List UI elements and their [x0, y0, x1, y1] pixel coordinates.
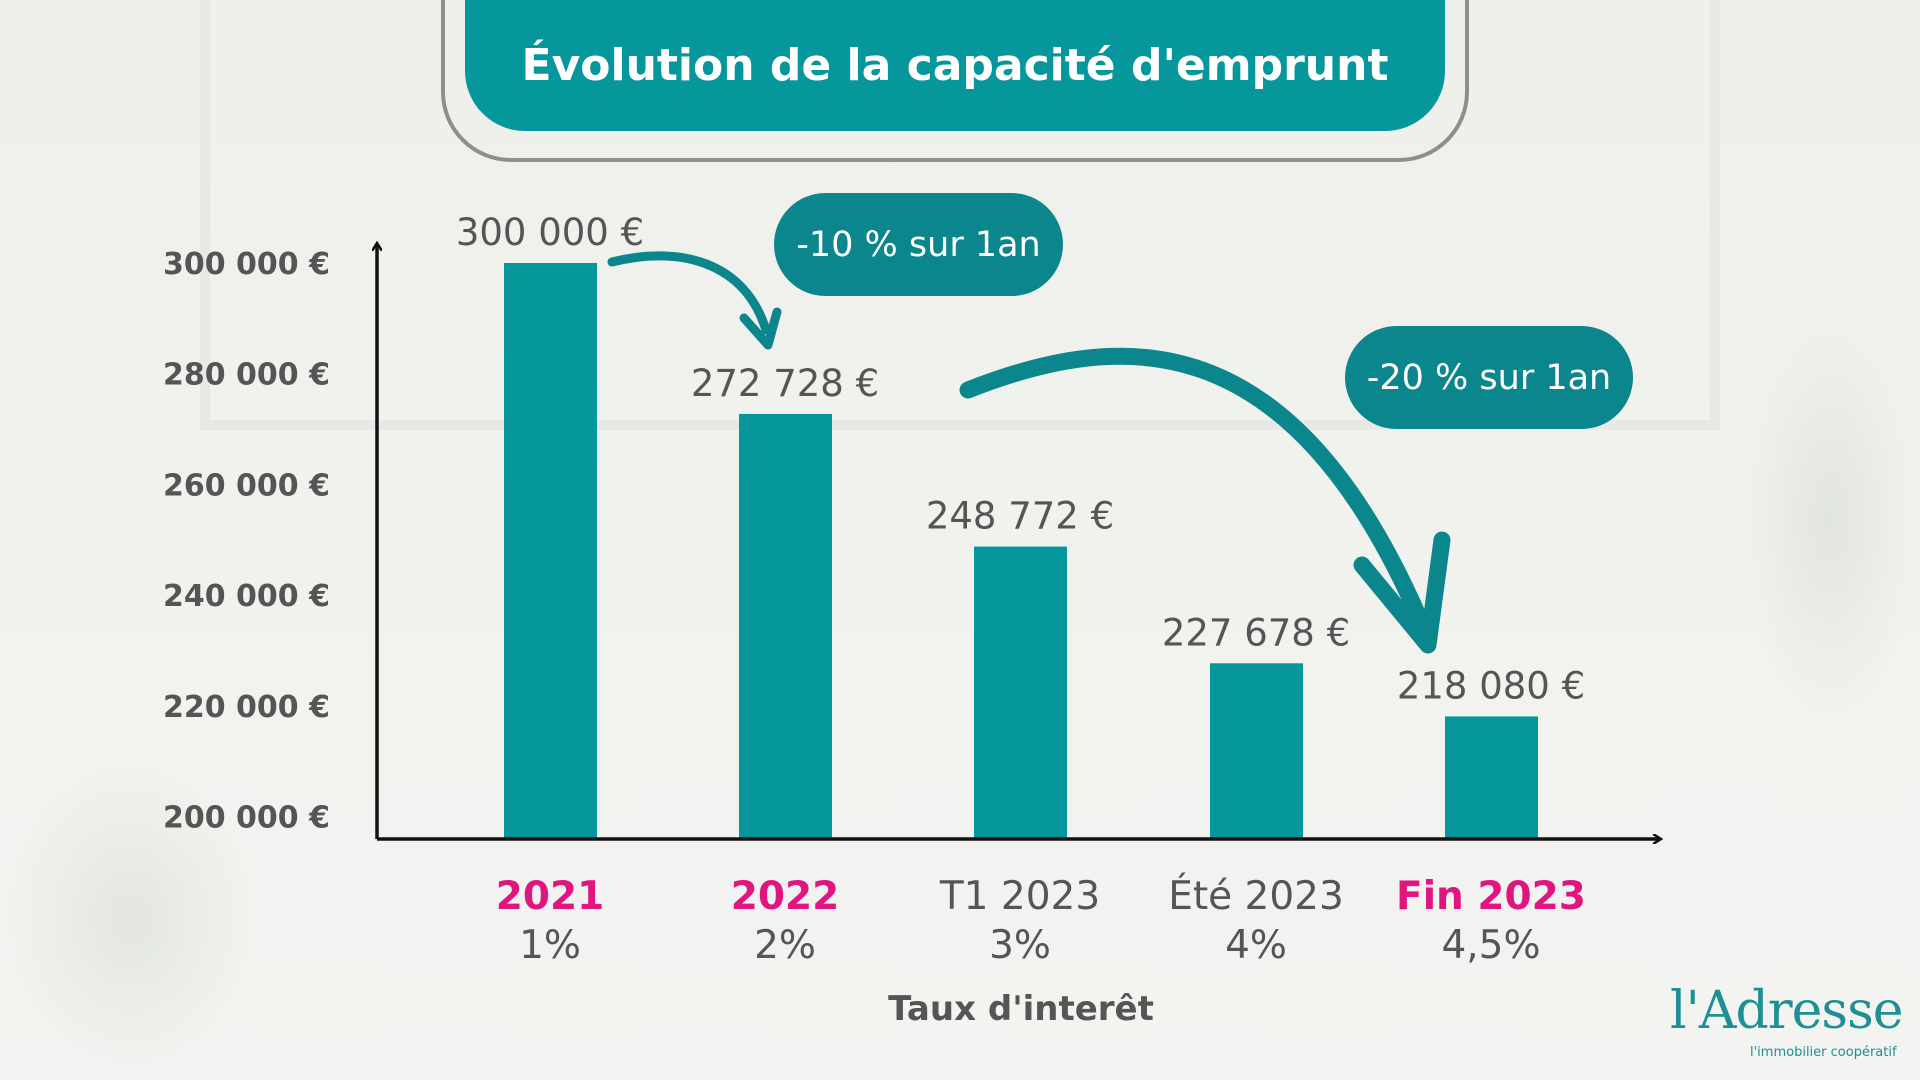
title-outline	[441, 0, 1469, 162]
x-axis-label: Taux d'interêt	[888, 989, 1154, 1029]
chart-title: Évolution de la capacité d'emprunt	[465, 0, 1445, 131]
rate-label: 4%	[1225, 923, 1287, 968]
y-tick-label: 220 000 €	[163, 690, 330, 725]
value-label: 218 080 €	[1397, 664, 1585, 707]
arrow-10-percent-head	[739, 307, 782, 350]
logo-tagline: l'immobilier coopératif	[1750, 1045, 1897, 1060]
rate-label: 4,5%	[1441, 923, 1540, 968]
value-label: 272 728 €	[691, 362, 879, 405]
value-label: 227 678 €	[1162, 611, 1350, 654]
ladresse-logo: l'Adresse l'immobilier coopératif	[1670, 980, 1904, 1062]
arrow-10-percent	[607, 251, 771, 335]
rate-label: 1%	[519, 923, 581, 968]
rate-label: 3%	[989, 923, 1051, 968]
arrow-20-percent	[959, 347, 1429, 629]
value-label: 248 772 €	[926, 495, 1114, 538]
annotation-20-percent: -20 % sur 1an	[1345, 326, 1633, 429]
y-tick-label: 280 000 €	[163, 358, 330, 393]
category-label: T1 2023	[939, 874, 1100, 919]
y-tick-label: 240 000 €	[163, 579, 330, 614]
annotation-10-percent: -10 % sur 1an	[774, 193, 1063, 296]
bar	[739, 413, 832, 839]
category-label: 2022	[731, 874, 840, 919]
y-tick-label: 260 000 €	[163, 468, 330, 503]
bar	[1445, 716, 1538, 839]
bar	[974, 546, 1067, 839]
category-label: Été 2023	[1168, 872, 1344, 919]
bar	[504, 263, 597, 839]
logo-name: l'Adresse	[1670, 981, 1904, 1041]
arrow-20-percent-head	[1353, 531, 1451, 654]
rate-label: 2%	[754, 923, 816, 968]
y-tick-label: 200 000 €	[163, 801, 330, 836]
category-label: Fin 2023	[1396, 874, 1586, 919]
y-tick-label: 300 000 €	[163, 247, 330, 282]
bar	[1210, 663, 1303, 839]
value-label: 300 000 €	[456, 211, 644, 254]
category-label: 2021	[496, 874, 605, 919]
